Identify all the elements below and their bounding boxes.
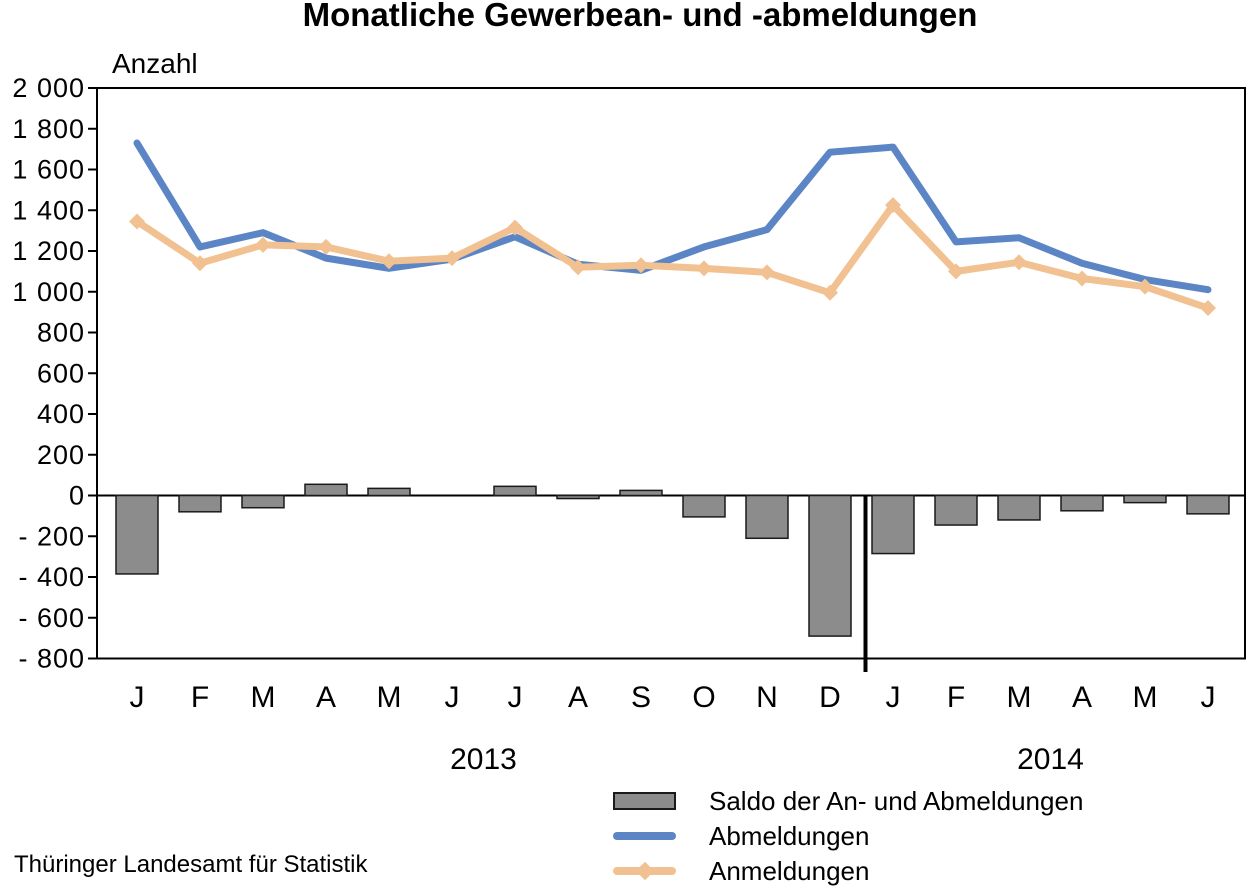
diamond-marker-icon [635, 861, 654, 881]
diamond-marker [1011, 254, 1027, 271]
x-axis-month-label: J [1201, 681, 1216, 714]
diamond-marker [1137, 278, 1153, 295]
x-axis-month-label: F [191, 681, 209, 714]
diamond-marker [1074, 270, 1090, 287]
legend-bar-swatch-icon [613, 792, 676, 810]
x-axis-month-label: A [1072, 681, 1092, 714]
saldo-bar [304, 483, 348, 497]
diamond-marker [1200, 300, 1216, 317]
saldo-bar [934, 494, 978, 526]
x-axis-year-label: 2013 [450, 743, 517, 776]
legend-label-anmeldungen: Anmeldungen [709, 855, 870, 886]
legend-item-saldo: Saldo der An- und Abmeldungen [613, 785, 1084, 816]
x-axis-month-label: A [568, 681, 588, 714]
saldo-bar [682, 494, 726, 518]
legend-line-diamond-swatch-icon [613, 861, 676, 881]
x-axis-month-label: D [819, 681, 841, 714]
diamond-marker [822, 284, 838, 301]
saldo-bar [745, 494, 789, 540]
y-axis-tick-label: - 600 [18, 603, 85, 633]
saldo-bar [808, 494, 852, 637]
y-axis-tick-label: 1 600 [12, 155, 85, 185]
diamond-marker [318, 238, 334, 255]
legend-item-anmeldungen: Anmeldungen [613, 855, 1083, 886]
x-axis-month-label: O [692, 681, 715, 714]
y-axis-tick-label: - 800 [18, 644, 85, 674]
x-axis-year-label: 2014 [1017, 743, 1084, 776]
y-axis-tick-label: 600 [37, 358, 85, 388]
saldo-bar [493, 485, 537, 497]
saldo-bar [367, 487, 411, 497]
saldo-bar [1123, 494, 1167, 504]
plot-border [96, 87, 1246, 660]
y-axis-tick-label: 400 [37, 399, 85, 429]
x-axis-month-label: J [508, 681, 523, 714]
legend-line-swatch-icon [613, 832, 676, 840]
diamond-marker [255, 236, 271, 253]
diamond-marker [507, 219, 523, 236]
chart-legend: Saldo der An- und Abmeldungen Abmeldunge… [613, 785, 1084, 893]
line-anmeldungen [133, 201, 1212, 312]
saldo-bar [1186, 494, 1230, 515]
line-abmeldungen [133, 139, 1212, 294]
year-separator-line [863, 495, 868, 672]
y-axis-tick-label: 200 [37, 440, 85, 470]
legend-label-saldo: Saldo der An- und Abmeldungen [709, 785, 1084, 816]
y-axis-tick-label: 1 200 [12, 236, 85, 266]
diamond-marker [885, 197, 901, 214]
saldo-bar [997, 494, 1041, 521]
saldo-bar [241, 494, 285, 509]
saldo-bar [556, 494, 600, 500]
x-axis-month-label: S [631, 681, 651, 714]
diamond-marker [570, 259, 586, 276]
legend-item-abmeldungen: Abmeldungen [613, 820, 1083, 851]
diamond-marker [192, 255, 208, 272]
diamond-marker [696, 260, 712, 277]
y-axis-tick-label: 0 [69, 481, 85, 511]
y-axis-unit-label: Anzahl [112, 48, 198, 79]
x-axis-month-label: M [1133, 681, 1158, 714]
diamond-marker [759, 264, 775, 281]
diamond-marker [633, 257, 649, 274]
saldo-bar [115, 494, 159, 575]
chart-title: Monatliche Gewerbean- und -abmeldungen [302, 0, 978, 33]
legend-label-abmeldungen: Abmeldungen [709, 820, 870, 851]
x-axis-month-label: M [377, 681, 402, 714]
diamond-marker [444, 250, 460, 267]
saldo-bar [619, 489, 663, 497]
diamond-marker [948, 263, 964, 280]
diamond-marker [381, 253, 397, 270]
saldo-bar [178, 494, 222, 513]
x-axis-month-label: A [316, 681, 336, 714]
x-axis-month-label: J [445, 681, 460, 714]
x-axis-month-label: M [1007, 681, 1032, 714]
y-axis-tick-label: 1 400 [12, 195, 85, 225]
y-axis-tick-label: 2 000 [12, 73, 85, 103]
x-axis-month-label: J [886, 681, 901, 714]
y-axis-tick-label: 1 000 [12, 277, 85, 307]
y-axis-tick-label: 1 800 [12, 114, 85, 144]
y-axis-tick-label: - 200 [18, 521, 85, 551]
y-axis-tick-label: - 400 [18, 562, 85, 592]
source-attribution: Thüringer Landesamt für Statistik [14, 851, 368, 878]
x-axis-month-label: J [130, 681, 145, 714]
y-axis-tick-label: 800 [37, 318, 85, 348]
x-axis-month-label: F [947, 681, 965, 714]
x-axis-month-label: N [756, 681, 778, 714]
saldo-bar [871, 494, 915, 555]
saldo-bar [1060, 494, 1104, 512]
x-axis-month-label: M [251, 681, 276, 714]
diamond-marker [129, 213, 145, 230]
